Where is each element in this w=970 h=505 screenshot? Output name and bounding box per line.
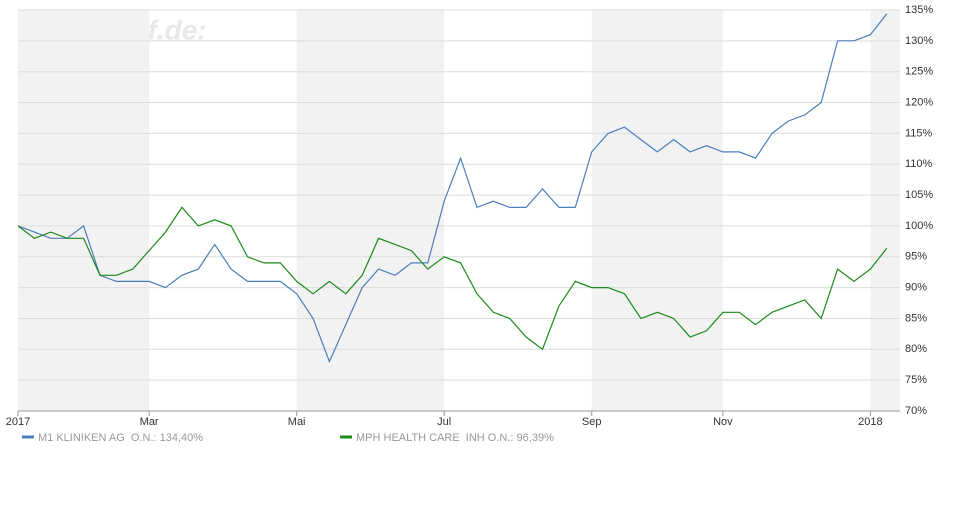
x-tick-label: 2018	[858, 416, 882, 428]
shaded-band	[296, 10, 445, 411]
shaded-band	[18, 10, 150, 411]
y-tick-label: 110%	[905, 158, 933, 170]
x-tick-label: Sep	[582, 416, 602, 428]
series-line	[17, 206, 888, 351]
x-tick-label: Nov	[713, 416, 733, 428]
legend-label: MPH HEALTH CARE INH O.N.: 96,39%	[356, 432, 554, 444]
y-tick-label: 70%	[905, 405, 927, 417]
y-tick-label: 75%	[905, 374, 927, 386]
shaded-band	[870, 10, 900, 411]
y-tick-label: 130%	[905, 35, 933, 47]
legend-label: M1 KLINIKEN AG O.N.: 134,40%	[38, 432, 203, 444]
y-tick-label: 135%	[905, 4, 933, 16]
series-line	[17, 13, 888, 364]
y-tick-label: 100%	[905, 220, 933, 232]
shaded-band	[591, 10, 723, 411]
x-tick-label: 2017	[6, 416, 30, 428]
y-tick-label: 115%	[905, 127, 933, 139]
x-tick-label: Jul	[437, 416, 451, 428]
x-tick-label: Mar	[140, 416, 159, 428]
y-tick-label: 85%	[905, 312, 927, 324]
y-tick-label: 105%	[905, 189, 933, 201]
y-tick-label: 95%	[905, 251, 927, 263]
x-tick-label: Mai	[288, 416, 306, 428]
y-tick-label: 90%	[905, 282, 927, 294]
y-tick-label: 80%	[905, 343, 927, 355]
y-tick-label: 125%	[905, 66, 933, 78]
y-tick-label: 120%	[905, 96, 933, 108]
